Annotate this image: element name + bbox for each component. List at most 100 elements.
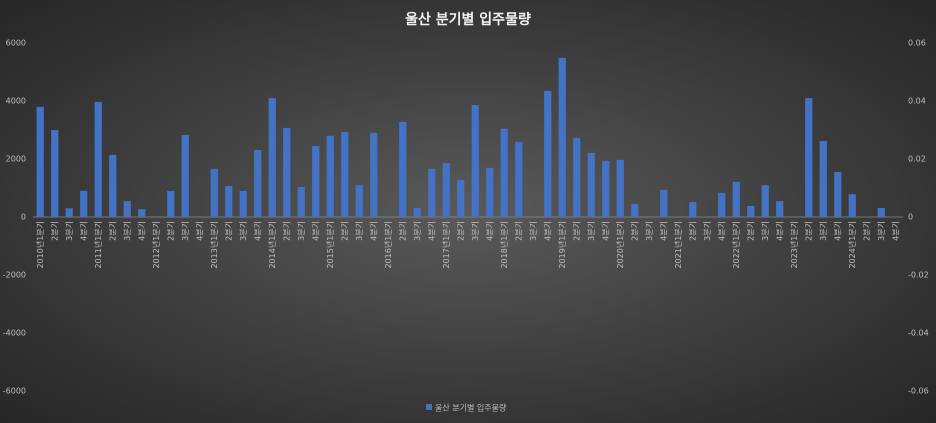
bar (718, 192, 726, 217)
bar (848, 194, 856, 217)
y2-tick-label: 0.04 (908, 97, 926, 106)
bar (573, 137, 581, 217)
bar (544, 90, 552, 217)
bar (341, 132, 349, 217)
bar (761, 185, 769, 217)
x-tick-label: 2014년1분기 (267, 221, 277, 269)
x-tick-label: 3분기 (877, 221, 886, 241)
x-tick-label: 3분기 (123, 221, 132, 241)
bar (747, 205, 755, 217)
y-tick-label: 2000 (6, 155, 26, 164)
bar (109, 154, 117, 217)
bar (819, 141, 827, 217)
x-tick-label: 4분기 (543, 221, 552, 241)
bar (123, 201, 131, 217)
x-tick-label: 4분기 (311, 221, 320, 241)
y2-tick-label: -0.04 (908, 329, 929, 338)
bar (457, 179, 465, 217)
y2-tick-label: 0.02 (908, 155, 926, 164)
y-tick-label: 6000 (6, 39, 26, 48)
bar (138, 209, 146, 217)
bar (94, 101, 102, 217)
x-tick-label: 4분기 (891, 221, 900, 241)
y2-tick-label: 0.06 (908, 39, 926, 48)
bar (631, 203, 639, 217)
bar (616, 159, 624, 217)
chart-title: 울산 분기별 입주물량 (405, 11, 531, 28)
bar (297, 186, 305, 217)
x-tick-label: 2분기 (746, 221, 755, 241)
bar (732, 181, 740, 217)
bar (587, 152, 595, 217)
x-tick-label: 2011년1분기 (93, 221, 103, 269)
y-tick-label: -4000 (3, 329, 26, 338)
bar (167, 190, 175, 217)
bar (500, 128, 508, 217)
bar (355, 185, 363, 217)
bar (326, 135, 334, 217)
bar (370, 132, 378, 217)
bar (660, 190, 668, 217)
y-tick-label: -6000 (3, 387, 26, 396)
x-tick-label: 3분기 (819, 221, 828, 241)
bar (254, 150, 262, 217)
x-tick-label: 3분기 (471, 221, 480, 241)
x-tick-label: 4분기 (137, 221, 146, 241)
x-tick-label: 3분기 (645, 221, 654, 241)
bar (399, 121, 407, 217)
x-tick-label: 4분기 (833, 221, 842, 241)
x-tick-label: 2013년1분기 (209, 221, 219, 269)
x-tick-label: 2020년1분기 (615, 221, 625, 269)
bar (486, 167, 494, 217)
y2-tick-label: -0.02 (908, 271, 929, 280)
x-tick-label: 2019년1분기 (557, 221, 567, 269)
bar (515, 141, 523, 217)
bar (181, 134, 189, 217)
bar (65, 208, 73, 217)
y-tick-label: -2000 (3, 271, 26, 280)
x-tick-label: 3분기 (297, 221, 306, 241)
bar (689, 201, 697, 217)
x-tick-label: 4분기 (427, 221, 436, 241)
y-tick-label: 0 (21, 213, 26, 222)
bar (80, 190, 88, 217)
x-tick-label: 2012년1분기 (151, 221, 161, 269)
x-tick-label: 2분기 (688, 221, 697, 241)
x-tick-label: 2분기 (514, 221, 523, 241)
legend-label: 울산 분기별 입주물량 (435, 403, 507, 413)
x-tick-label: 2분기 (166, 221, 175, 241)
x-tick-label: 2017년1분기 (441, 221, 451, 269)
x-tick-label: 2분기 (340, 221, 349, 241)
x-tick-label: 2분기 (282, 221, 291, 241)
x-tick-label: 3분기 (355, 221, 364, 241)
x-tick-label: 2분기 (456, 221, 465, 241)
x-tick-label: 4분기 (485, 221, 494, 241)
x-tick-label: 3분기 (761, 221, 770, 241)
bar (283, 127, 291, 217)
bar (428, 168, 436, 217)
x-tick-label: 4분기 (195, 221, 204, 241)
bar (805, 98, 813, 217)
bar (36, 106, 44, 217)
x-tick-label: 2분기 (804, 221, 813, 241)
x-tick-label: 3분기 (413, 221, 422, 241)
x-tick-label: 2분기 (630, 221, 639, 241)
x-tick-label: 3분기 (587, 221, 596, 241)
bar (239, 190, 247, 217)
y2-tick-label: -0.06 (908, 387, 929, 396)
y-tick-label: 4000 (6, 97, 26, 106)
x-tick-label: 3분기 (239, 221, 248, 241)
x-tick-label: 3분기 (65, 221, 74, 241)
x-tick-label: 2022년1분기 (731, 221, 741, 269)
bar (51, 130, 59, 217)
x-tick-label: 2024년1분기 (847, 221, 857, 269)
bar (877, 208, 885, 217)
x-tick-label: 4분기 (79, 221, 88, 241)
x-tick-label: 2018년1분기 (499, 221, 509, 269)
x-tick-label: 2분기 (862, 221, 871, 241)
x-tick-label: 2023년1분기 (789, 221, 799, 269)
x-tick-label: 4분기 (253, 221, 262, 241)
bar (558, 57, 566, 217)
x-tick-label: 2분기 (224, 221, 233, 241)
bar (312, 145, 320, 217)
